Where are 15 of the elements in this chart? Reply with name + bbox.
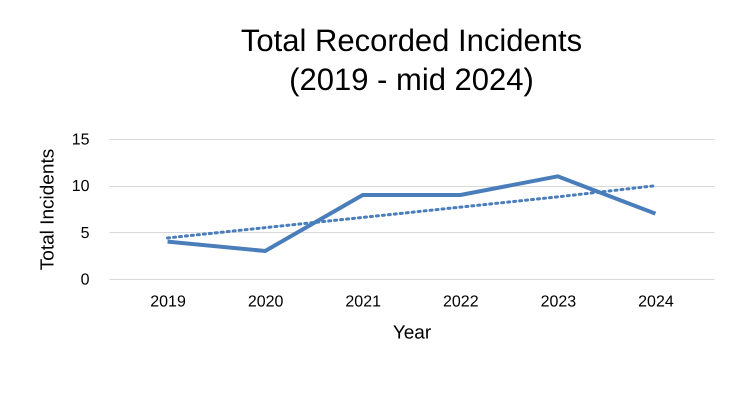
- x-tick-label: 2021: [345, 294, 382, 310]
- x-tick-label: 2024: [638, 294, 674, 310]
- chart-subtitle: (2019 - mid 2024): [289, 62, 534, 97]
- y-tick-label: 15: [72, 132, 90, 148]
- x-tick-label: 2019: [150, 294, 186, 310]
- x-tick-label: 2020: [248, 294, 284, 310]
- x-axis-title: Year: [392, 322, 432, 344]
- y-tick-label: 0: [80, 272, 90, 288]
- chart-title: Total Recorded Incidents: [240, 23, 582, 58]
- x-tick-label: 2023: [540, 294, 576, 310]
- line-series: [166, 174, 658, 253]
- y-tick-label: 10: [72, 178, 90, 196]
- x-tick-label: 2022: [442, 294, 479, 310]
- y-tick-label: 5: [80, 224, 90, 242]
- y-axis-title: Total Incidents: [38, 148, 59, 270]
